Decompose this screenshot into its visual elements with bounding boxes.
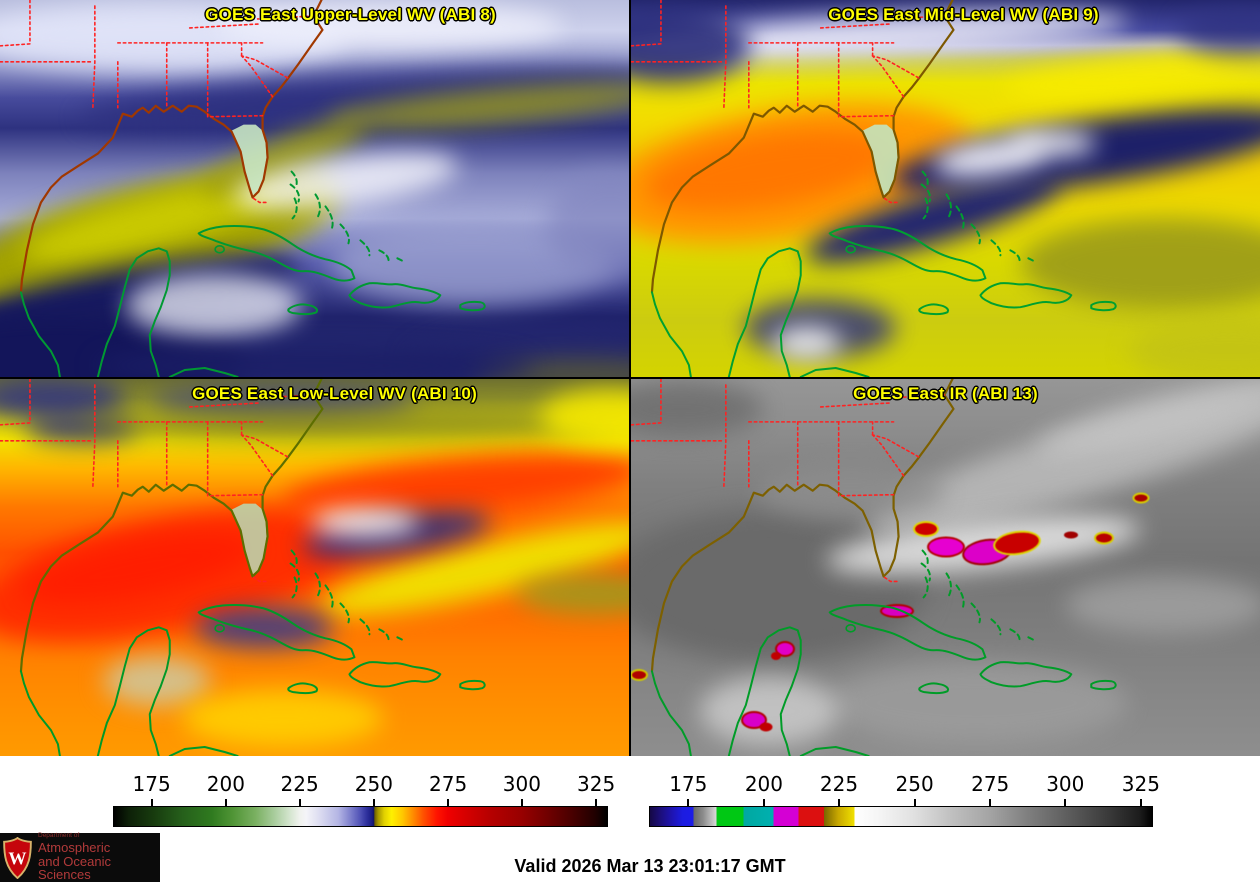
- imagery-blob: [1020, 218, 1260, 310]
- imagery-blob: [700, 676, 839, 745]
- colorbar-tick-labels: 175 200 225 250 275 300 325: [113, 772, 616, 798]
- crest-letter: W: [8, 848, 26, 868]
- tick-label: 275: [429, 772, 468, 796]
- imagery-blob: [94, 346, 535, 377]
- enhanced-cell: [777, 643, 793, 655]
- logo-line3: and Oceanic Sciences: [38, 853, 111, 882]
- valid-time-label: Valid 2026 Mar 13 23:01:17 GMT: [514, 856, 786, 876]
- imagery-blob: [772, 326, 842, 361]
- tick-label: 200: [206, 772, 245, 796]
- tick-label: 300: [1046, 772, 1085, 796]
- colorbar-tick-marks: [113, 799, 608, 806]
- uw-crest-icon: W: [3, 836, 32, 879]
- map-overlay: [631, 0, 1117, 377]
- enhanced-cell: [1064, 531, 1078, 539]
- panel-title: GOES East Low-Level WV (ABI 10): [192, 384, 477, 403]
- imagery-blob: [631, 380, 764, 438]
- enhanced-cell: [1134, 494, 1148, 502]
- panel-title: GOES East Mid-Level WV (ABI 9): [828, 5, 1099, 24]
- uw-aos-logo: W Department of Atmospheric and Oceanic …: [0, 832, 160, 882]
- imagery-blob: [217, 3, 563, 49]
- ir-color-scale: [649, 806, 1153, 827]
- imagery-blob: [78, 407, 614, 442]
- map-overlay: [0, 0, 486, 377]
- imagery-blob: [1008, 130, 1097, 157]
- imagery-blob: [182, 690, 384, 747]
- ir-imagery: [631, 379, 1260, 756]
- tick-label: 300: [502, 772, 541, 796]
- map-overlay: [0, 379, 486, 756]
- logo-text: Department of Atmospheric and Oceanic Sc…: [38, 832, 160, 882]
- tick-label: 200: [744, 772, 783, 796]
- panel-ir: GOES East IR (ABI 13): [631, 379, 1260, 756]
- imagery-blob: [756, 465, 946, 519]
- imagery-blob: [825, 661, 1128, 745]
- enhanced-cell: [1096, 533, 1112, 543]
- tick-label: 325: [1121, 772, 1160, 796]
- tick-label: 250: [895, 772, 934, 796]
- imagery-blob: [311, 509, 419, 536]
- colorbar-wv: 175 200 225 250 275 300 325: [113, 772, 616, 828]
- imagery-blob: [1065, 576, 1260, 634]
- tick-label: 225: [280, 772, 319, 796]
- panel-low-level-wv: GOES East Low-Level WV (ABI 10): [0, 379, 629, 756]
- logo-dept-line: Department of: [38, 832, 80, 840]
- ir-enhanced-convection-cells: [631, 379, 1260, 756]
- enhanced-cell: [929, 538, 963, 556]
- panel-title: GOES East IR (ABI 13): [853, 384, 1038, 403]
- enhanced-cell: [915, 523, 937, 535]
- tick-label: 275: [971, 772, 1010, 796]
- enhanced-cell: [632, 671, 646, 679]
- enhanced-cell: [771, 652, 781, 660]
- satellite-grid: GOES East Upper-Level WV (ABI 8) GOES Ea…: [0, 0, 1260, 756]
- map-overlay: [631, 379, 1117, 756]
- mid-wv-imagery: [631, 0, 1260, 377]
- imagery-blob: [194, 607, 334, 649]
- panel-upper-level-wv: GOES East Upper-Level WV (ABI 8): [0, 0, 629, 377]
- logo-line2: Atmospheric: [38, 839, 111, 855]
- colorbar-ir: 175 200 225 250 275 300 325: [649, 772, 1160, 828]
- upper-wv-imagery: [0, 0, 629, 377]
- tick-label: 225: [819, 772, 859, 796]
- panel-title: GOES East Upper-Level WV (ABI 8): [205, 5, 496, 24]
- tick-label: 325: [577, 772, 616, 796]
- wv-color-scale: [113, 806, 608, 827]
- panel-mid-level-wv: GOES East Mid-Level WV (ABI 9): [631, 0, 1260, 377]
- colorbar-tick-labels: 175 200 225 250 275 300 325: [649, 772, 1160, 798]
- enhanced-cell: [743, 713, 765, 727]
- enhanced-cell: [882, 606, 912, 616]
- tick-label: 175: [669, 772, 708, 796]
- tick-label: 250: [354, 772, 393, 796]
- enhanced-cell: [759, 722, 773, 732]
- tick-label: 175: [132, 772, 171, 796]
- imagery-blob: [125, 273, 302, 338]
- colorbar-tick-marks: [649, 799, 1153, 806]
